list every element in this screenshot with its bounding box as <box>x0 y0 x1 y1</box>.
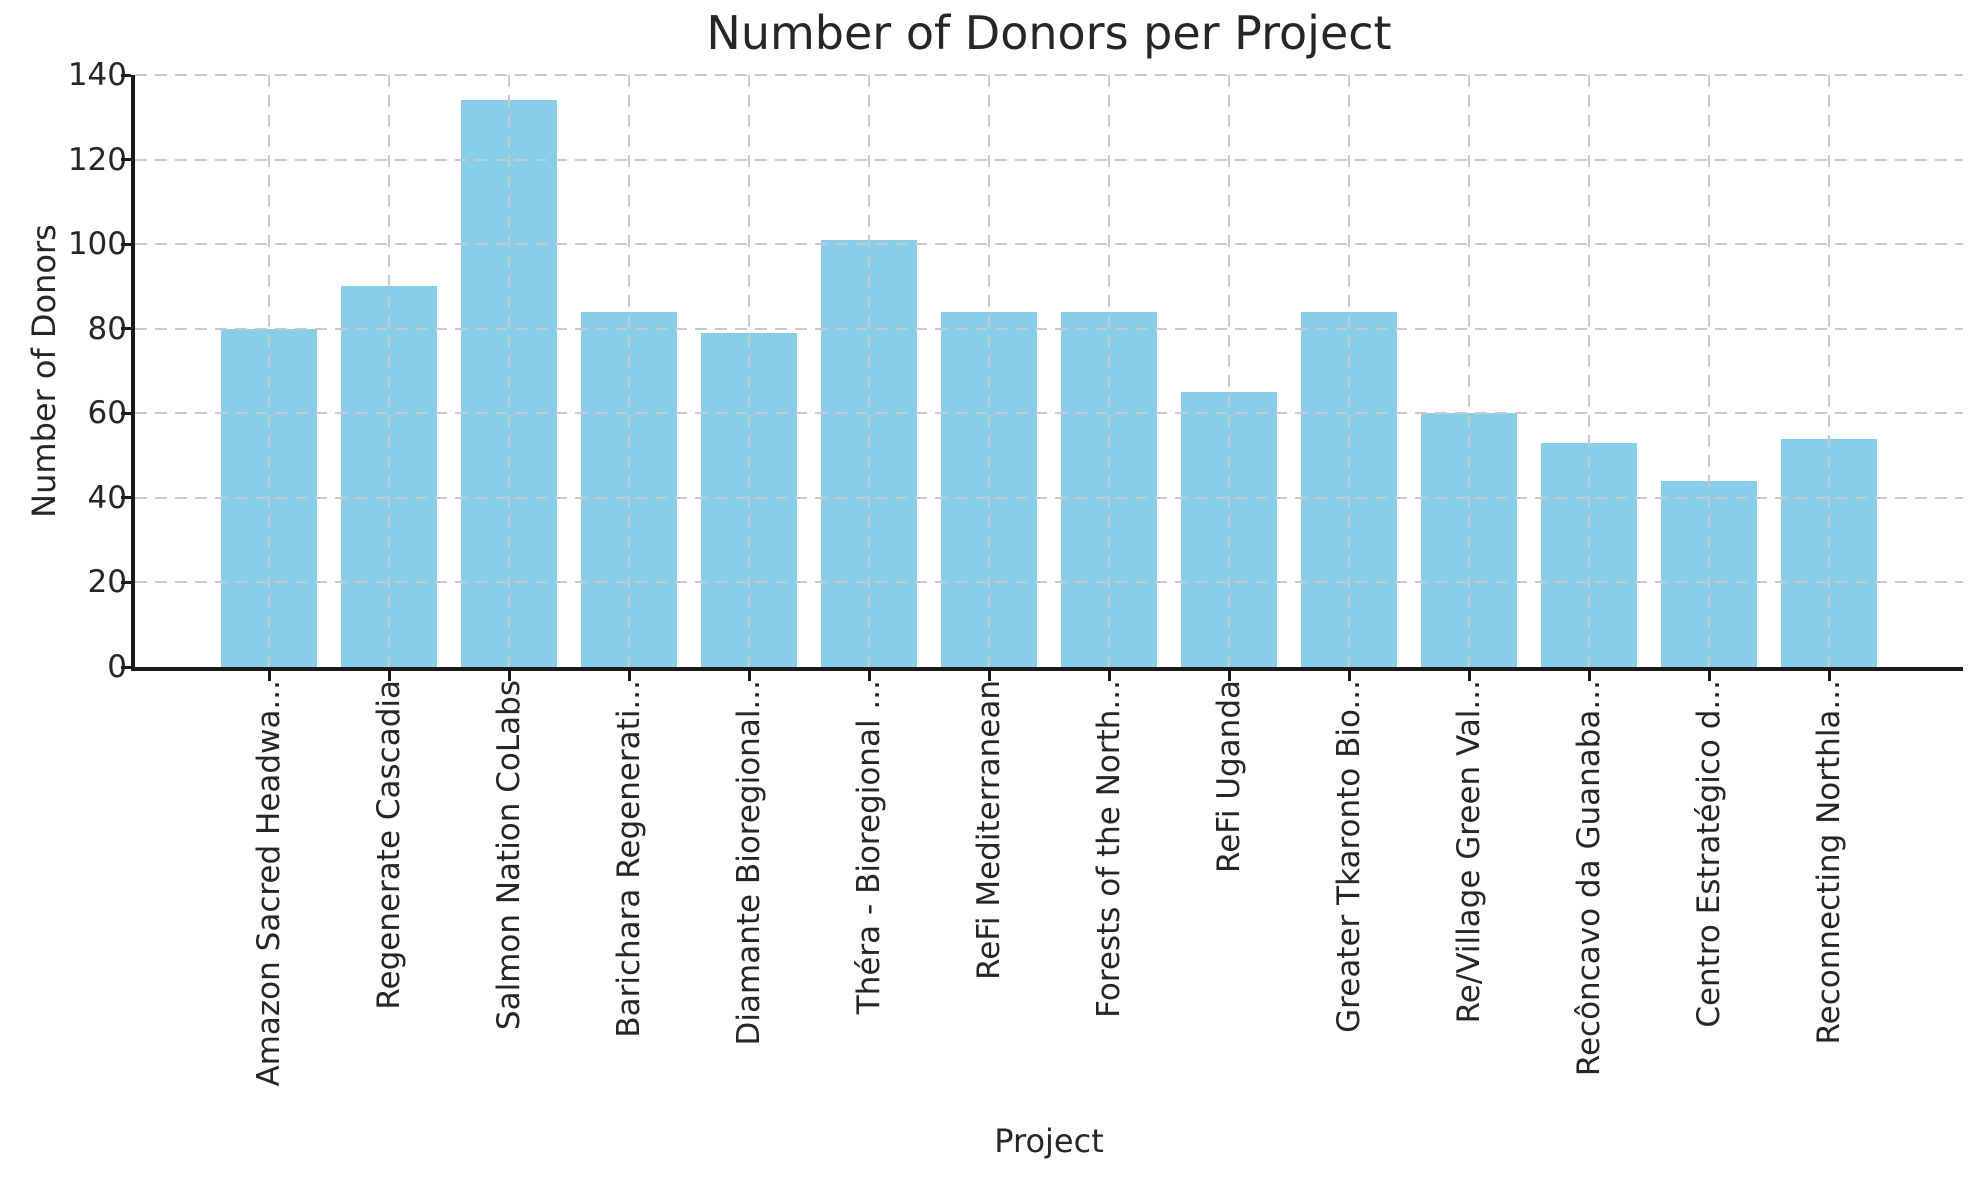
y-axis-spine <box>131 75 135 671</box>
x-tick-mark <box>1707 671 1711 681</box>
x-tick-mark <box>1107 671 1111 681</box>
vertical-gridline <box>748 75 750 667</box>
vertical-gridline <box>628 75 630 667</box>
x-tick-mark <box>1347 671 1351 681</box>
vertical-gridline <box>1228 75 1230 667</box>
vertical-gridline <box>868 75 870 667</box>
y-tick-mark <box>121 158 131 162</box>
x-tick-label: Théra - Bioregional ... <box>851 680 887 1015</box>
y-tick-label: 0 <box>107 649 127 685</box>
vertical-gridline <box>268 75 270 667</box>
x-tick-mark <box>387 671 391 681</box>
x-tick-label: Regenerate Cascadia <box>371 680 407 1010</box>
y-tick-mark <box>121 242 131 246</box>
y-axis-label-text: Number of Donors <box>25 224 63 518</box>
x-tick-mark <box>747 671 751 681</box>
x-tick-mark <box>507 671 511 681</box>
y-tick-label: 140 <box>67 57 127 93</box>
x-tick-label: Recôncavo da Guanaba... <box>1571 680 1607 1077</box>
horizontal-gridline <box>135 74 1963 76</box>
vertical-gridline <box>1108 75 1110 667</box>
x-tick-label: Centro Estratégico d... <box>1691 680 1727 1028</box>
x-tick-mark <box>987 671 991 681</box>
vertical-gridline <box>1708 75 1710 667</box>
vertical-gridline <box>1348 75 1350 667</box>
x-tick-label: Barichara Regenerati... <box>611 680 647 1038</box>
y-tick-mark <box>121 327 131 331</box>
x-tick-label: ReFi Mediterranean <box>971 680 1007 980</box>
horizontal-gridline <box>135 243 1963 246</box>
y-tick-mark <box>121 665 131 669</box>
y-tick-label: 80 <box>87 310 127 347</box>
x-tick-label: Amazon Sacred Headwa... <box>251 680 287 1087</box>
y-tick-mark <box>121 411 131 415</box>
y-tick-label: 60 <box>87 395 127 432</box>
horizontal-gridline <box>135 412 1963 415</box>
y-tick-label: 120 <box>67 141 127 178</box>
vertical-gridline <box>388 75 390 667</box>
x-tick-mark <box>267 671 271 681</box>
chart-title: Number of Donors per Project <box>706 6 1392 60</box>
x-tick-mark <box>1587 671 1591 681</box>
x-tick-label: Reconnecting Northla... <box>1811 680 1847 1045</box>
x-tick-mark <box>1227 671 1231 681</box>
y-tick-mark <box>121 496 131 500</box>
horizontal-gridline <box>135 581 1963 584</box>
x-tick-label: Re/Village Green Val... <box>1451 680 1487 1024</box>
horizontal-gridline <box>135 496 1963 499</box>
x-tick-label: ReFi Uganda <box>1211 680 1247 873</box>
x-tick-label: Greater Tkaronto Bio... <box>1331 680 1367 1033</box>
vertical-gridline <box>988 75 990 667</box>
plot-area <box>121 73 1963 681</box>
horizontal-gridline <box>135 327 1963 330</box>
y-tick-label: 20 <box>87 564 127 601</box>
x-tick-label: Salmon Nation CoLabs <box>491 680 527 1031</box>
vertical-gridline <box>1828 75 1830 667</box>
x-tick-mark <box>1467 671 1471 681</box>
x-tick-mark <box>627 671 631 681</box>
x-tick-label: Forests of the North... <box>1091 680 1127 1018</box>
vertical-gridline <box>1588 75 1590 667</box>
x-axis-spine <box>131 667 1963 671</box>
x-tick-label: Diamante Bioregional... <box>731 680 767 1046</box>
x-axis-label: Project <box>994 1122 1104 1160</box>
x-tick-mark <box>1827 671 1831 681</box>
y-tick-label: 40 <box>87 479 127 516</box>
vertical-gridline <box>508 75 510 667</box>
y-tick-mark <box>121 580 131 584</box>
horizontal-gridline <box>135 158 1963 161</box>
vertical-gridline <box>1468 75 1470 667</box>
y-tick-mark <box>121 73 131 77</box>
y-tick-label: 100 <box>67 226 127 263</box>
x-tick-mark <box>867 671 871 681</box>
